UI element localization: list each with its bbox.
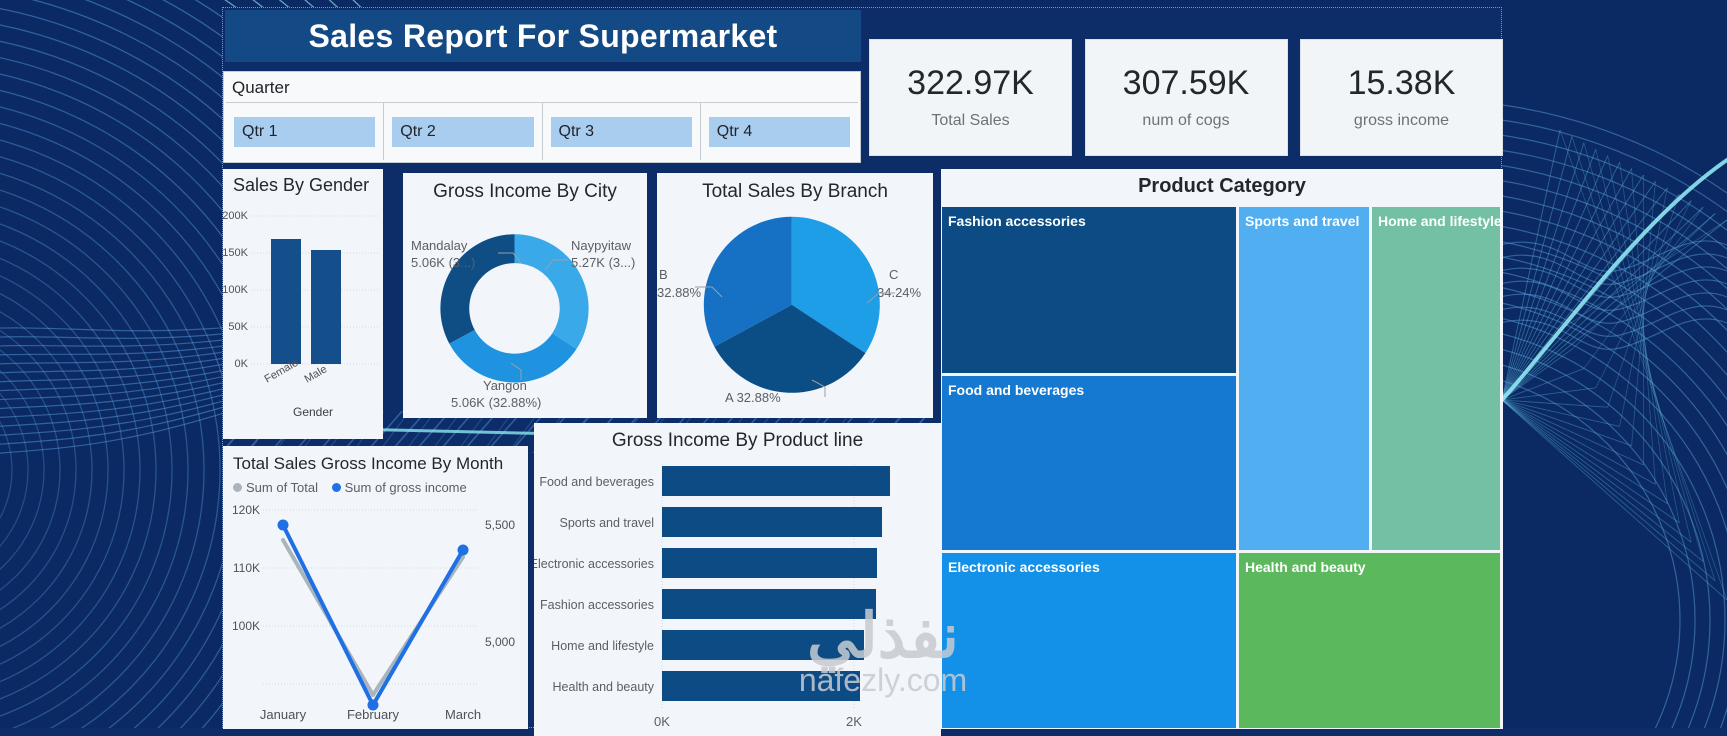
svg-text:5,000: 5,000 bbox=[485, 635, 515, 649]
svg-text:0K: 0K bbox=[235, 358, 249, 370]
svg-text:150K: 150K bbox=[223, 247, 249, 259]
svg-text:Health and beauty: Health and beauty bbox=[553, 680, 655, 694]
svg-text:110K: 110K bbox=[233, 561, 260, 575]
svg-text:Food and beverages: Food and beverages bbox=[539, 475, 654, 489]
svg-text:Yangon: Yangon bbox=[483, 378, 527, 393]
svg-text:2K: 2K bbox=[846, 714, 862, 729]
svg-text:Gender: Gender bbox=[293, 405, 333, 419]
svg-text:5,500: 5,500 bbox=[485, 518, 515, 532]
svg-text:A 32.88%: A 32.88% bbox=[725, 390, 781, 405]
svg-text:Naypyitaw: Naypyitaw bbox=[571, 238, 632, 253]
svg-text:March: March bbox=[445, 707, 481, 722]
svg-text:Sports and travel: Sports and travel bbox=[560, 516, 655, 530]
svg-text:Fashion accessories: Fashion accessories bbox=[540, 598, 654, 612]
svg-text:5.06K (3...): 5.06K (3...) bbox=[411, 255, 475, 270]
svg-text:5.06K (32.88%): 5.06K (32.88%) bbox=[451, 395, 541, 410]
svg-text:January: January bbox=[260, 707, 307, 722]
svg-text:February: February bbox=[347, 707, 400, 722]
svg-text:50K: 50K bbox=[228, 321, 248, 333]
svg-text:B: B bbox=[659, 267, 668, 282]
svg-text:0K: 0K bbox=[654, 714, 670, 729]
svg-text:Home and lifestyle: Home and lifestyle bbox=[551, 639, 654, 653]
svg-text:120K: 120K bbox=[232, 503, 260, 517]
svg-text:32.88%: 32.88% bbox=[657, 285, 702, 300]
svg-text:Male: Male bbox=[303, 363, 330, 385]
svg-text:200K: 200K bbox=[223, 210, 249, 222]
svg-text:5.27K (3...): 5.27K (3...) bbox=[571, 255, 635, 270]
svg-text:C: C bbox=[889, 267, 898, 282]
svg-text:Mandalay: Mandalay bbox=[411, 238, 468, 253]
svg-text:Electronic accessories: Electronic accessories bbox=[534, 557, 654, 571]
svg-text:100K: 100K bbox=[223, 284, 249, 296]
svg-text:100K: 100K bbox=[232, 619, 260, 633]
